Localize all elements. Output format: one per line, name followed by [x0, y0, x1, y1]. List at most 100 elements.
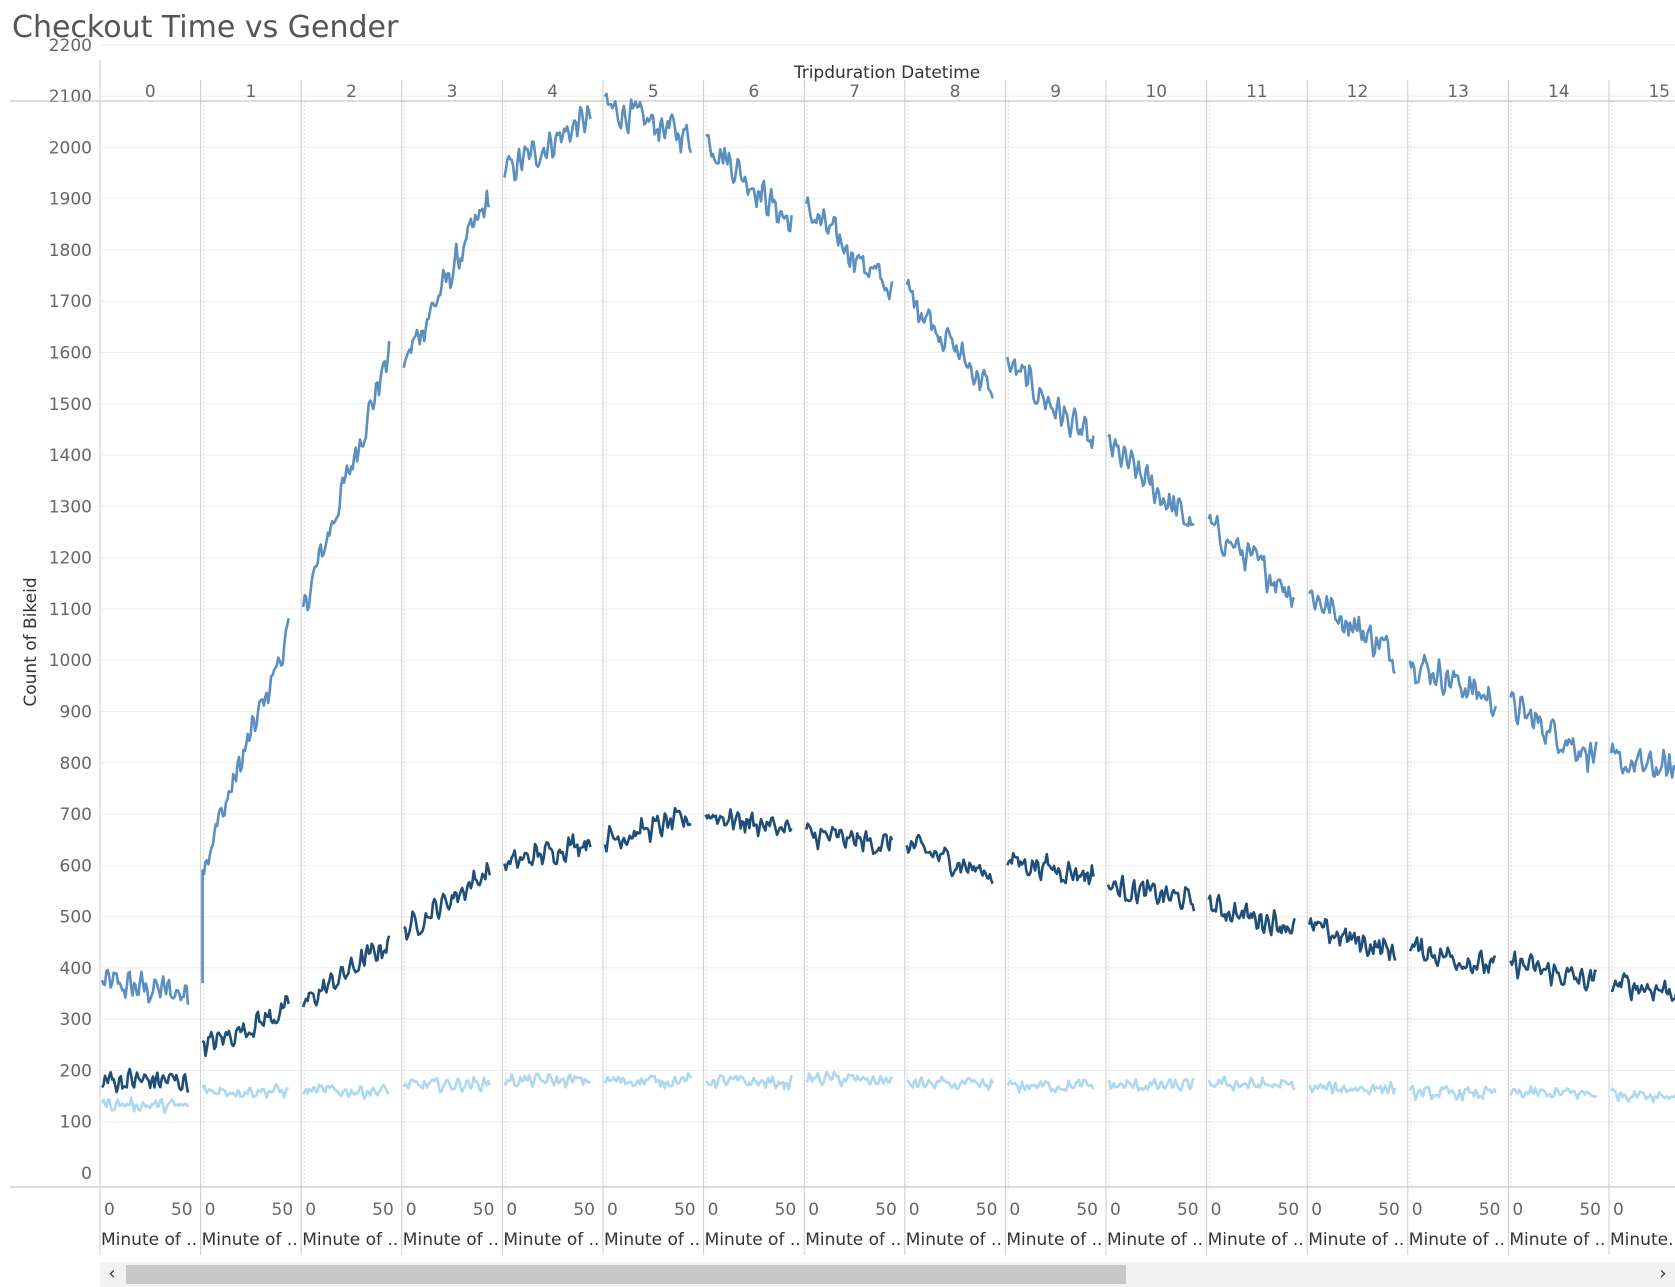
x-tick-label-9-0: 0 [1009, 1200, 1020, 1220]
y-tick-label-2200: 2200 [49, 36, 92, 56]
y-tick-label-200: 200 [60, 1061, 92, 1081]
x-tick-label-8-0: 0 [909, 1200, 920, 1220]
y-axis-title: Count of Bikeid [21, 577, 41, 706]
column-header-title: Tripduration Datetime [793, 63, 980, 83]
pane-header-8: 8 [950, 82, 961, 102]
series_unknown-pane-2 [302, 1083, 390, 1100]
series_unknown-pane-9 [1006, 1078, 1095, 1094]
series_female-pane-4 [503, 833, 592, 872]
pane-footer-3: Minute of .. [403, 1230, 499, 1250]
y-tick-label-400: 400 [60, 959, 92, 979]
y-tick-label-1000: 1000 [49, 651, 92, 671]
series_female-pane-10 [1106, 874, 1196, 912]
x-tick-label-0-0: 0 [104, 1200, 115, 1220]
y-tick-label-300: 300 [60, 1010, 92, 1030]
pane-header-12: 12 [1347, 82, 1369, 102]
pane-header-1: 1 [245, 82, 256, 102]
series_female-pane-9 [1006, 852, 1095, 886]
series_female-pane-11 [1207, 893, 1296, 937]
y-tick-label-1900: 1900 [49, 190, 92, 210]
x-tick-label-13-0: 0 [1412, 1200, 1423, 1220]
series_female-pane-15 [1610, 972, 1675, 1002]
series_male-pane-4 [503, 105, 592, 182]
pane-header-6: 6 [748, 82, 759, 102]
y-tick-label-1600: 1600 [49, 344, 92, 364]
series_unknown-pane-13 [1408, 1084, 1497, 1102]
x-tick-label-11-0: 0 [1211, 1200, 1222, 1220]
x-tick-label-14-0: 0 [1512, 1200, 1523, 1220]
chart-title: Checkout Time vs Gender [12, 10, 399, 45]
pane-header-7: 7 [849, 82, 860, 102]
series_female-pane-1 [201, 994, 290, 1058]
series_female-pane-7 [804, 822, 894, 855]
series_male-pane-8 [905, 278, 995, 399]
series-layer [100, 92, 1675, 1114]
series_male-pane-3 [402, 189, 491, 369]
y-tick-label-1800: 1800 [49, 241, 92, 261]
pane-footer-8: Minute of .. [906, 1230, 1002, 1250]
x-tick-label-11-50: 50 [1278, 1200, 1300, 1220]
x-tick-label-3-50: 50 [473, 1200, 495, 1220]
y-tick-label-600: 600 [60, 856, 92, 876]
series_male-pane-9 [1006, 356, 1095, 450]
y-tick-label-2100: 2100 [49, 87, 92, 107]
y-tick-label-100: 100 [60, 1113, 92, 1133]
series_unknown-pane-7 [805, 1070, 894, 1088]
y-tick-label-1300: 1300 [49, 497, 92, 517]
pane-footers: 0 50 Minute of .. 0 50 Minute of .. 0 50 Minute … [101, 1200, 1675, 1250]
pane-header-14: 14 [1548, 82, 1570, 102]
series_unknown-pane-6 [704, 1074, 793, 1091]
pane-header-9: 9 [1050, 82, 1061, 102]
pane-header-5: 5 [648, 82, 659, 102]
pane-footer-10: Minute of .. [1107, 1230, 1203, 1250]
x-tick-label-10-50: 50 [1177, 1200, 1199, 1220]
x-tick-label-12-50: 50 [1378, 1200, 1400, 1220]
series_male-pane-13 [1408, 653, 1498, 718]
x-tick-label-14-50: 50 [1579, 1200, 1601, 1220]
series_male-pane-6 [705, 134, 793, 233]
chevron-right-icon[interactable]: › [1659, 1263, 1667, 1284]
pane-footer-0: Minute of .. [101, 1230, 197, 1250]
x-tick-label-6-50: 50 [775, 1200, 797, 1220]
pane-header-3: 3 [447, 82, 458, 102]
pane-header-10: 10 [1145, 82, 1167, 102]
x-tick-label-6-0: 0 [708, 1200, 719, 1220]
x-tick-label-5-50: 50 [674, 1200, 696, 1220]
grid-layer [100, 44, 1675, 1123]
series_female-pane-8 [905, 833, 994, 885]
series_female-pane-13 [1408, 936, 1497, 975]
series_unknown-pane-1 [201, 1083, 289, 1099]
series_male-pane-7 [804, 196, 894, 301]
series_unknown-pane-8 [906, 1075, 995, 1092]
y-tick-label-1700: 1700 [49, 292, 92, 312]
series_unknown-pane-4 [503, 1072, 592, 1089]
x-tick-label-2-50: 50 [372, 1200, 394, 1220]
axis-layer: 0100200300400500600700800900100011001200… [10, 36, 1675, 1255]
pane-footer-13: Minute of .. [1409, 1230, 1505, 1250]
y-tick-label-1500: 1500 [49, 395, 92, 415]
horizontal-scrollbar[interactable]: ‹ › [100, 1262, 1675, 1287]
series_unknown-pane-0 [100, 1096, 190, 1114]
series_female-pane-2 [301, 935, 391, 1008]
x-tick-label-12-0: 0 [1311, 1200, 1322, 1220]
x-tick-label-4-0: 0 [506, 1200, 517, 1220]
series_male-pane-12 [1308, 589, 1397, 675]
chevron-left-icon[interactable]: ‹ [108, 1263, 116, 1284]
series_unknown-pane-10 [1107, 1077, 1196, 1092]
x-tick-label-7-50: 50 [875, 1200, 897, 1220]
pane-header-11: 11 [1246, 82, 1268, 102]
pane-footer-11: Minute of .. [1208, 1230, 1304, 1250]
pane-header-4: 4 [547, 82, 558, 102]
series_unknown-pane-12 [1308, 1080, 1397, 1096]
series_male-pane-10 [1107, 433, 1195, 528]
pane-footer-2: Minute of .. [302, 1230, 398, 1250]
series_male-pane-11 [1207, 513, 1296, 608]
pane-header-13: 13 [1447, 82, 1469, 102]
x-tick-label-10-0: 0 [1110, 1200, 1121, 1220]
series_unknown-pane-15 [1609, 1087, 1675, 1104]
y-tick-label-1200: 1200 [49, 549, 92, 569]
series_male-pane-2 [301, 340, 391, 612]
x-tick-label-2-0: 0 [305, 1200, 316, 1220]
scrollbar-thumb[interactable] [126, 1265, 1126, 1284]
